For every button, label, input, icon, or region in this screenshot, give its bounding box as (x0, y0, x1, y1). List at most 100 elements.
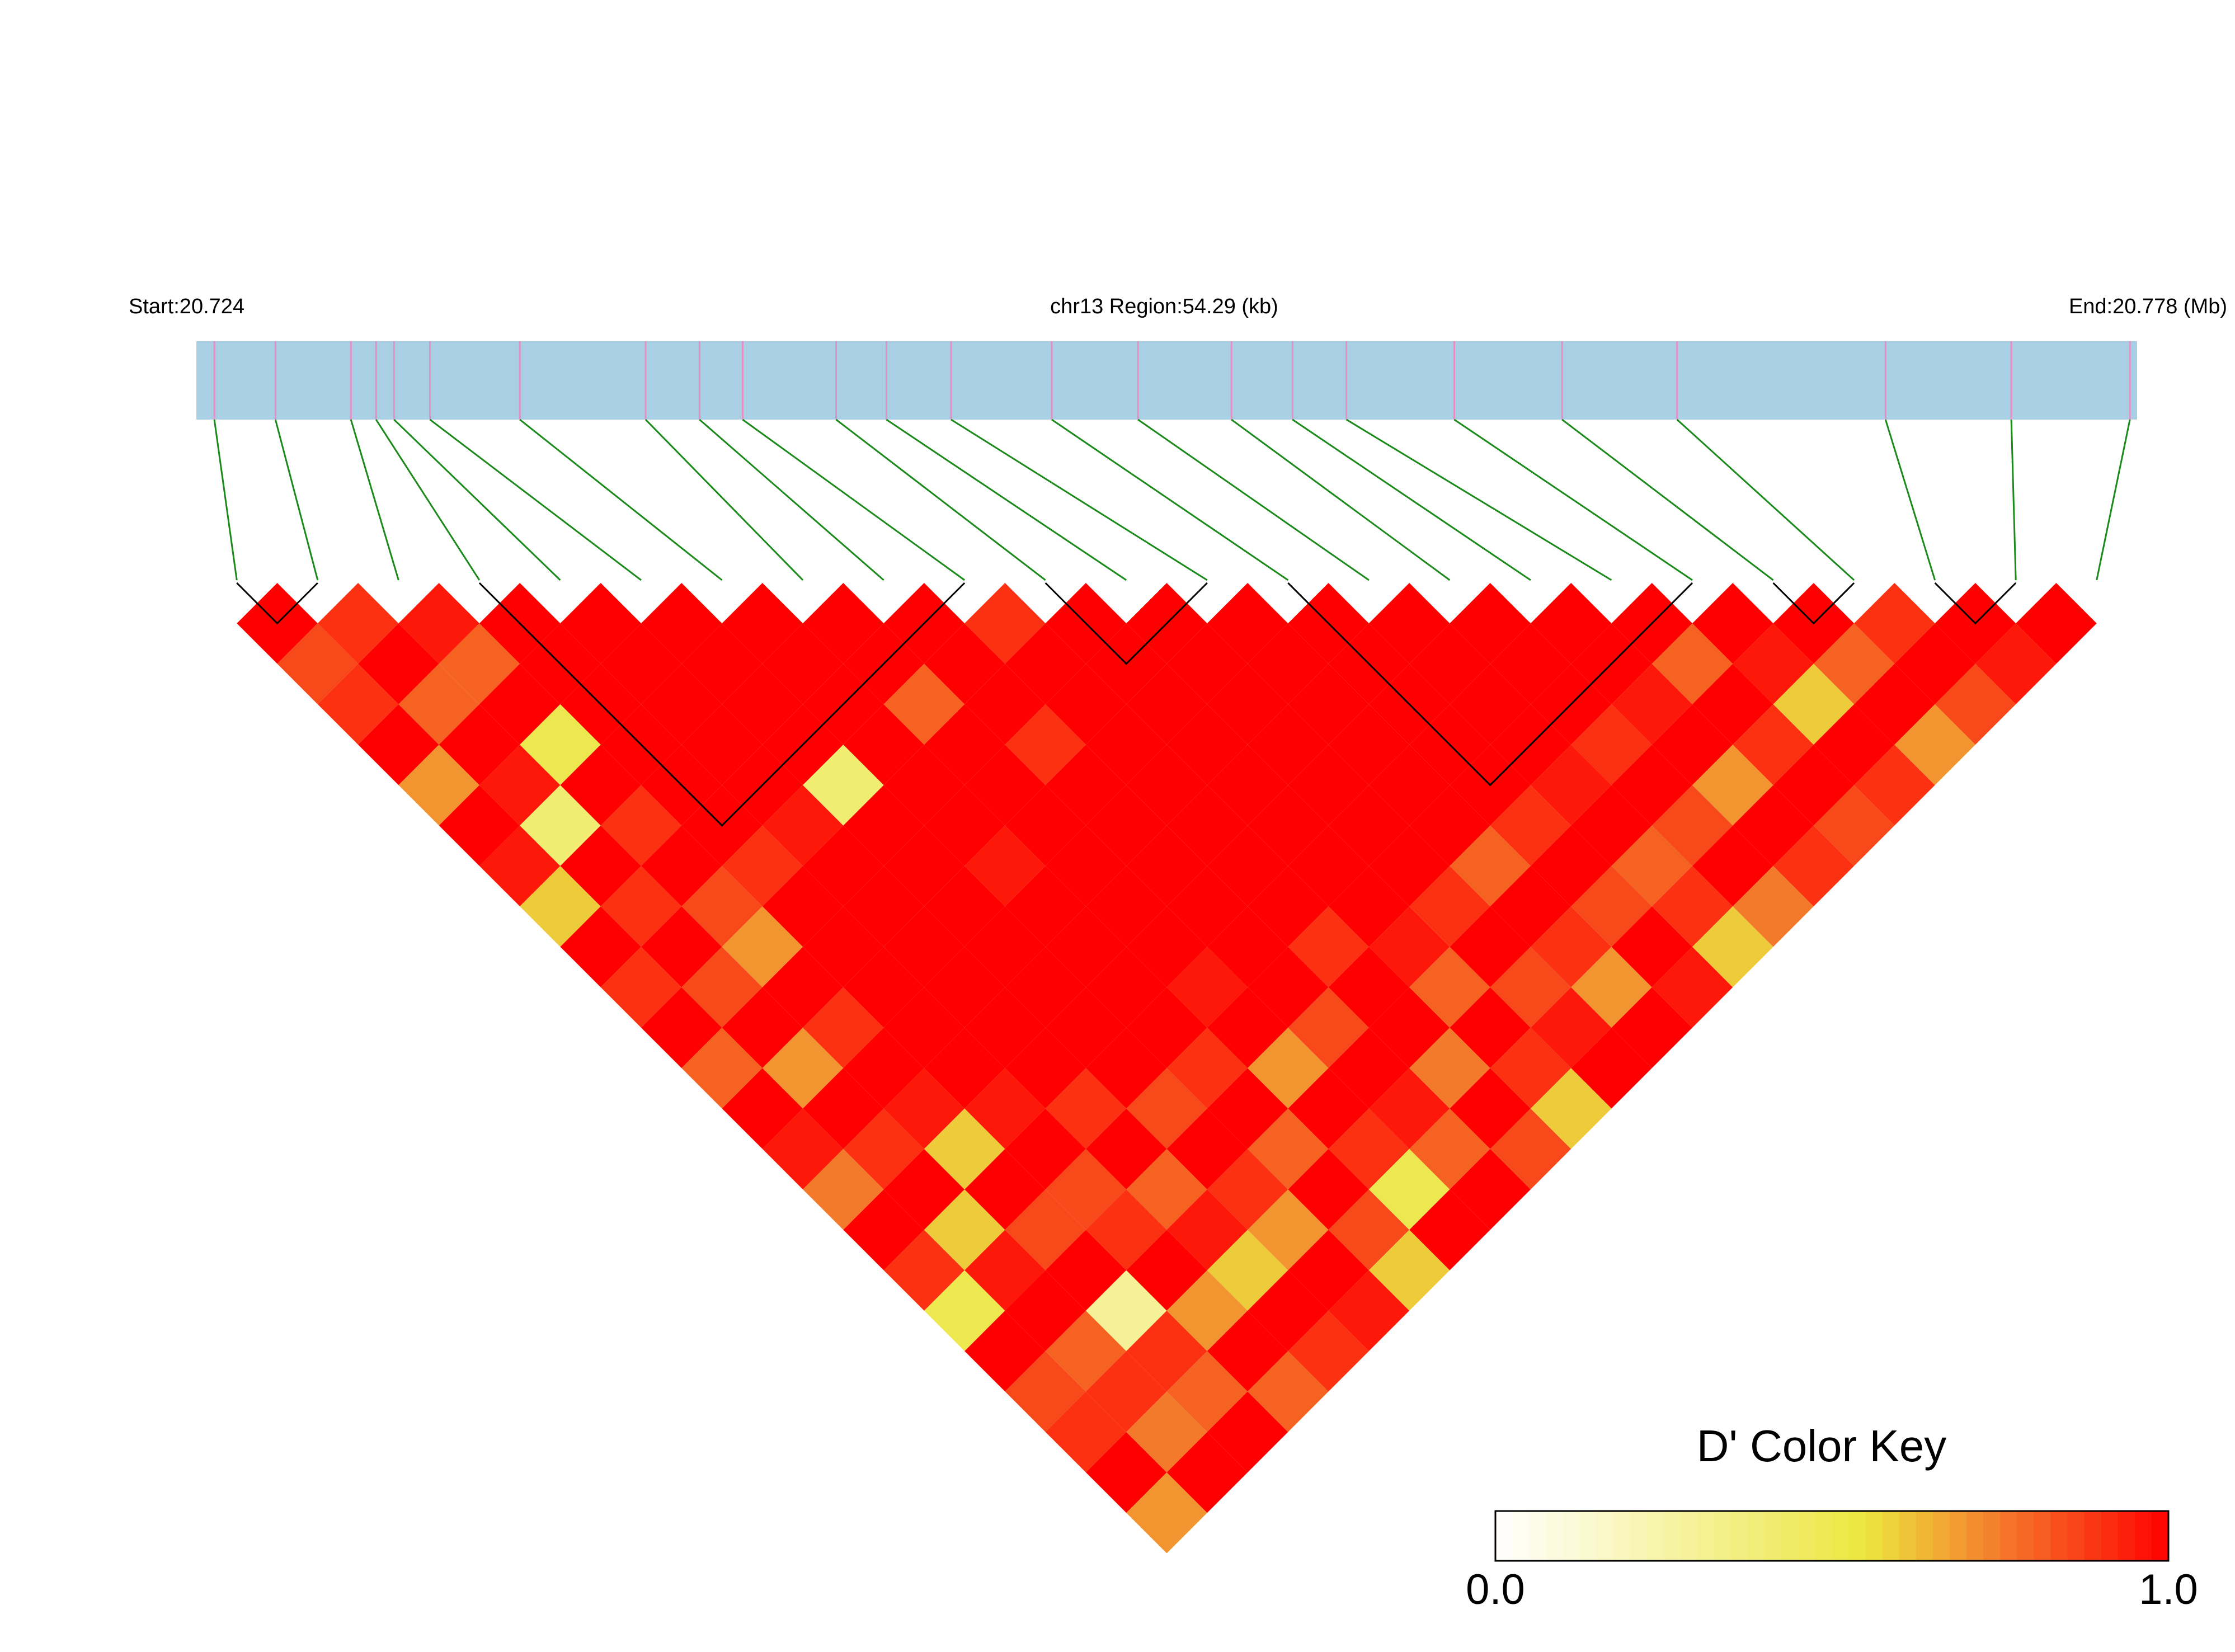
ld-cell (964, 745, 1046, 826)
ld-cell (1854, 745, 1935, 826)
ld-cell (722, 987, 803, 1069)
ld-cell (1450, 583, 1531, 664)
ld-cell (1692, 906, 1773, 987)
ld-cell (1368, 1068, 1450, 1149)
ld-cell (1328, 1189, 1410, 1270)
ld-cell (964, 663, 1046, 745)
ld-cell (1733, 865, 1814, 947)
color-key-swatch (1579, 1511, 1597, 1561)
ld-cell (358, 704, 439, 785)
ld-cell (1045, 906, 1127, 987)
ld-cell (1692, 663, 1773, 745)
ld-cell (722, 583, 803, 664)
ld-cell (803, 1068, 884, 1149)
snp-link (1561, 418, 1774, 581)
ld-cell (1490, 1027, 1571, 1109)
ld-cell (358, 623, 439, 704)
ld-cell (1328, 1270, 1410, 1352)
ld-cell (1692, 825, 1773, 907)
color-key-swatch (2067, 1511, 2085, 1561)
snp-link (644, 418, 804, 581)
ld-cell (1126, 987, 1207, 1069)
snp-link (375, 419, 481, 581)
ld-cell (1288, 663, 1369, 745)
color-key-label: 0.0 (1466, 1566, 1525, 1613)
color-key-swatch (1646, 1511, 1664, 1561)
ld-cell (762, 1027, 844, 1109)
ld-cell (1975, 623, 2057, 704)
snp-link (742, 418, 966, 581)
ld-cell (883, 906, 965, 987)
ld-cell (1935, 663, 2016, 745)
ld-cell (1126, 1391, 1207, 1472)
ld-cell (1894, 704, 1975, 785)
ld-cell (1045, 1391, 1127, 1472)
ld-cell (398, 745, 479, 826)
ld-cell (1085, 1432, 1167, 1513)
ld-cell (1571, 704, 1652, 785)
snp-link (350, 419, 399, 581)
color-key-swatch (1529, 1511, 1547, 1561)
ld-cell (641, 906, 722, 987)
ld-cell (883, 825, 965, 907)
ld-cell (1248, 1189, 1329, 1270)
ld-cell (1248, 947, 1329, 1028)
ld-cell (924, 785, 1005, 866)
ld-cell (1530, 1068, 1612, 1149)
ld-cell (1005, 947, 1086, 1028)
color-key-swatch (1714, 1511, 1732, 1561)
ld-cell (600, 865, 682, 947)
color-key-swatch (1546, 1511, 1564, 1561)
snp-link (1345, 418, 1612, 581)
ld-cell (1207, 745, 1288, 826)
snp-link (1453, 418, 1693, 581)
ld-cell (1328, 785, 1410, 866)
ld-cell (1651, 947, 1733, 1028)
ld-cell (924, 1270, 1005, 1352)
snp-link (1231, 418, 1451, 581)
ld-cell (1571, 785, 1652, 866)
ld-cell (1207, 1310, 1288, 1392)
ld-cell (1126, 825, 1207, 907)
ld-cell (762, 785, 844, 866)
color-key-swatch (2118, 1511, 2135, 1561)
ld-cell (1450, 663, 1531, 745)
ld-cell (1126, 1068, 1207, 1149)
ld-cell (924, 1027, 1005, 1109)
ld-cell (1490, 947, 1571, 1028)
color-key-swatch (1596, 1511, 1614, 1561)
ld-cell (1166, 1027, 1248, 1109)
ld-block (478, 582, 966, 827)
ld-cell (1368, 1149, 1450, 1230)
ld-cell (1813, 623, 1895, 704)
chart-title: chr13 Region:54.29 (kb) (1050, 295, 1278, 318)
snp-link (1884, 419, 1936, 581)
ld-cell (1490, 865, 1571, 947)
ld-cell (1611, 987, 1693, 1069)
ld-cell (1085, 1351, 1167, 1432)
ld-cell (1005, 1270, 1086, 1352)
ld-cell (843, 785, 924, 866)
ld-cell (1571, 1027, 1652, 1109)
color-key-frame (1494, 1510, 2170, 1562)
ld-cell (1207, 1068, 1288, 1149)
ld-cell (1166, 1108, 1248, 1190)
ld-cell (1450, 906, 1531, 987)
ld-cell (1207, 906, 1288, 987)
color-key-swatch (1899, 1511, 1917, 1561)
color-key-swatch (1765, 1511, 1782, 1561)
ld-cell (1166, 785, 1248, 866)
ld-cell (843, 704, 924, 785)
ld-cell (1854, 583, 1935, 664)
ld-cell (803, 906, 884, 987)
ld-cell (1651, 785, 1733, 866)
ld-cell (722, 906, 803, 987)
ld-cell (439, 785, 520, 866)
ld-cell (1126, 906, 1207, 987)
color-key-swatch (1781, 1511, 1799, 1561)
ld-cell (843, 865, 924, 947)
ld-cell (1611, 825, 1693, 907)
ld-cell (520, 865, 601, 947)
ld-cell (1207, 1230, 1288, 1311)
ld-cell (1854, 663, 1935, 745)
